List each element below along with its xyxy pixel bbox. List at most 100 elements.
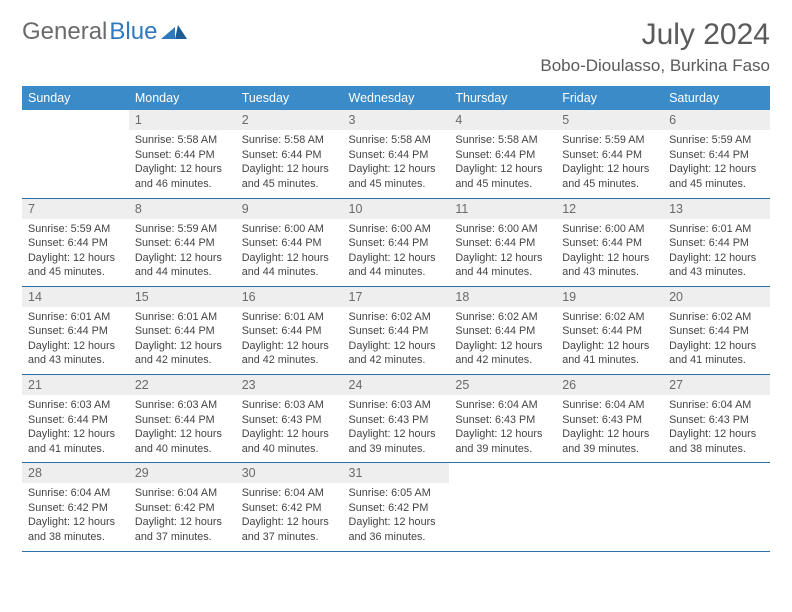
day-number: 16 (236, 287, 343, 307)
sunrise-value: 5:58 AM (498, 134, 538, 146)
sunrise-label: Sunrise: (455, 223, 498, 235)
calendar-table: SundayMondayTuesdayWednesdayThursdayFrid… (22, 86, 770, 552)
sunrise-label: Sunrise: (135, 223, 178, 235)
day-details: Sunrise: 5:59 AMSunset: 6:44 PMDaylight:… (556, 130, 663, 197)
weekday-header: Sunday (22, 86, 129, 110)
day-details: Sunrise: 5:58 AMSunset: 6:44 PMDaylight:… (129, 130, 236, 197)
daylight-label: Daylight: (455, 163, 500, 175)
daylight-hours: 12 hours (287, 428, 329, 440)
sunrise-label: Sunrise: (28, 487, 71, 499)
sunrise-label: Sunrise: (28, 311, 71, 323)
daylight-label: Daylight: (349, 163, 394, 175)
daylight-min: 41 minutes. (690, 354, 746, 366)
sunrise-value: 6:05 AM (391, 487, 431, 499)
daylight-hours: 12 hours (714, 163, 756, 175)
sunrise-value: 6:04 AM (605, 399, 645, 411)
day-details: Sunrise: 5:58 AMSunset: 6:44 PMDaylight:… (449, 130, 556, 197)
day-number: 21 (22, 375, 129, 395)
calendar-day-cell: 30Sunrise: 6:04 AMSunset: 6:42 PMDayligh… (236, 463, 343, 551)
sunrise-label: Sunrise: (242, 134, 285, 146)
calendar-day-cell: 21Sunrise: 6:03 AMSunset: 6:44 PMDayligh… (22, 375, 129, 463)
daylight-hours: 12 hours (180, 516, 222, 528)
sunset-value: 6:44 PM (709, 237, 749, 249)
day-details: Sunrise: 6:05 AMSunset: 6:42 PMDaylight:… (343, 483, 450, 550)
sunrise-label: Sunrise: (242, 311, 285, 323)
month-title: July 2024 (540, 18, 770, 52)
daylight-label: Daylight: (242, 163, 287, 175)
daylight-label: Daylight: (669, 252, 714, 264)
daylight-hours: 12 hours (287, 516, 329, 528)
daylight-hours: 12 hours (287, 163, 329, 175)
daylight-min: 40 minutes. (156, 443, 212, 455)
sunrise-value: 6:02 AM (605, 311, 645, 323)
day-number: 15 (129, 287, 236, 307)
sunrise-label: Sunrise: (135, 399, 178, 411)
weekday-header: Thursday (449, 86, 556, 110)
sunset-value: 6:44 PM (495, 325, 535, 337)
daylight-label: Daylight: (28, 428, 73, 440)
day-details: Sunrise: 6:04 AMSunset: 6:43 PMDaylight:… (556, 395, 663, 462)
sunset-value: 6:44 PM (388, 325, 428, 337)
daylight-min: 45 minutes. (263, 178, 319, 190)
day-number: 23 (236, 375, 343, 395)
daylight-label: Daylight: (135, 428, 180, 440)
day-details: Sunrise: 6:04 AMSunset: 6:42 PMDaylight:… (236, 483, 343, 550)
daylight-and: and (349, 531, 370, 543)
sunrise-label: Sunrise: (349, 487, 392, 499)
daylight-and: and (28, 531, 49, 543)
day-number: 9 (236, 199, 343, 219)
day-number: 24 (343, 375, 450, 395)
daylight-hours: 12 hours (394, 516, 436, 528)
daylight-and: and (242, 178, 263, 190)
sunset-label: Sunset: (135, 237, 175, 249)
sunset-value: 6:42 PM (68, 502, 108, 514)
sunset-value: 6:44 PM (281, 237, 321, 249)
sunrise-label: Sunrise: (349, 399, 392, 411)
day-details: Sunrise: 6:04 AMSunset: 6:43 PMDaylight:… (449, 395, 556, 462)
sunset-label: Sunset: (562, 325, 602, 337)
daylight-min: 43 minutes. (690, 266, 746, 278)
daylight-and: and (242, 266, 263, 278)
sunset-label: Sunset: (562, 414, 602, 426)
calendar-day-cell: 4Sunrise: 5:58 AMSunset: 6:44 PMDaylight… (449, 110, 556, 198)
day-number: 13 (663, 199, 770, 219)
calendar-day-cell: 3Sunrise: 5:58 AMSunset: 6:44 PMDaylight… (343, 110, 450, 198)
logo-text-blue: Blue (109, 18, 157, 46)
calendar-day-cell: 27Sunrise: 6:04 AMSunset: 6:43 PMDayligh… (663, 375, 770, 463)
day-details: Sunrise: 6:02 AMSunset: 6:44 PMDaylight:… (449, 307, 556, 374)
sunrise-label: Sunrise: (349, 134, 392, 146)
daylight-label: Daylight: (562, 340, 607, 352)
sunset-label: Sunset: (349, 502, 389, 514)
daylight-min: 44 minutes. (156, 266, 212, 278)
daylight-label: Daylight: (135, 163, 180, 175)
day-number: 22 (129, 375, 236, 395)
daylight-hours: 12 hours (73, 252, 115, 264)
sunrise-label: Sunrise: (562, 311, 605, 323)
sunrise-label: Sunrise: (562, 223, 605, 235)
daylight-min: 38 minutes. (49, 531, 105, 543)
calendar-day-cell: 14Sunrise: 6:01 AMSunset: 6:44 PMDayligh… (22, 286, 129, 374)
sunset-label: Sunset: (242, 325, 282, 337)
sunrise-label: Sunrise: (242, 399, 285, 411)
sunset-value: 6:44 PM (174, 149, 214, 161)
daylight-min: 44 minutes. (370, 266, 426, 278)
daylight-min: 40 minutes. (263, 443, 319, 455)
daylight-and: and (455, 354, 476, 366)
day-number: 4 (449, 110, 556, 130)
daylight-and: and (242, 443, 263, 455)
sunset-label: Sunset: (135, 149, 175, 161)
sunset-label: Sunset: (242, 149, 282, 161)
daylight-and: and (455, 178, 476, 190)
sunrise-label: Sunrise: (135, 311, 178, 323)
daylight-and: and (135, 443, 156, 455)
daylight-and: and (135, 354, 156, 366)
sunrise-value: 6:00 AM (605, 223, 645, 235)
daylight-min: 45 minutes. (583, 178, 639, 190)
daylight-and: and (349, 443, 370, 455)
sunrise-label: Sunrise: (455, 399, 498, 411)
daylight-and: and (455, 443, 476, 455)
day-number: 7 (22, 199, 129, 219)
day-number: 17 (343, 287, 450, 307)
sunrise-value: 6:01 AM (177, 311, 217, 323)
sunrise-value: 6:04 AM (498, 399, 538, 411)
